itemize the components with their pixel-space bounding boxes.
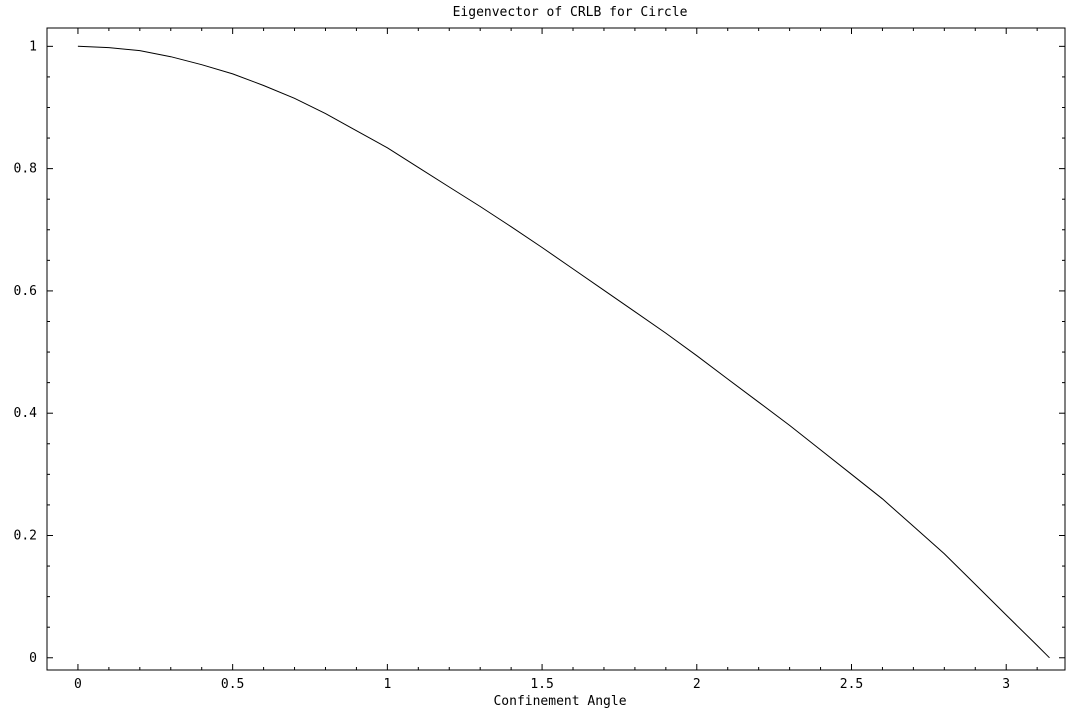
y-tick-label: 0 — [29, 651, 37, 666]
x-tick-label: 1 — [383, 677, 391, 692]
x-tick-labels: 0 0.5 1 1.5 2 2.5 3 — [74, 677, 1010, 692]
chart-title: Eigenvector of CRLB for Circle — [453, 5, 688, 20]
x-axis-title: Confinement Angle — [493, 694, 626, 709]
x-tick-label: 1.5 — [530, 677, 553, 692]
y-tick-label: 0.8 — [14, 162, 37, 177]
y-tick-label: 0.6 — [14, 284, 37, 299]
x-tick-label: 2.5 — [840, 677, 863, 692]
x-tick-label: 0 — [74, 677, 82, 692]
major-ticks — [47, 28, 1065, 670]
y-tick-label: 0.2 — [14, 528, 37, 543]
y-tick-label: 0.4 — [14, 406, 38, 421]
y-tick-label: 1 — [29, 39, 37, 54]
plot-frame — [46, 27, 1066, 671]
y-tick-labels: 0 0.2 0.4 0.6 0.8 1 — [14, 39, 38, 665]
x-tick-label: 0.5 — [221, 677, 244, 692]
x-tick-label: 3 — [1002, 677, 1010, 692]
series-line — [77, 45, 1050, 659]
minor-ticks — [46, 28, 1065, 670]
x-tick-label: 2 — [693, 677, 701, 692]
